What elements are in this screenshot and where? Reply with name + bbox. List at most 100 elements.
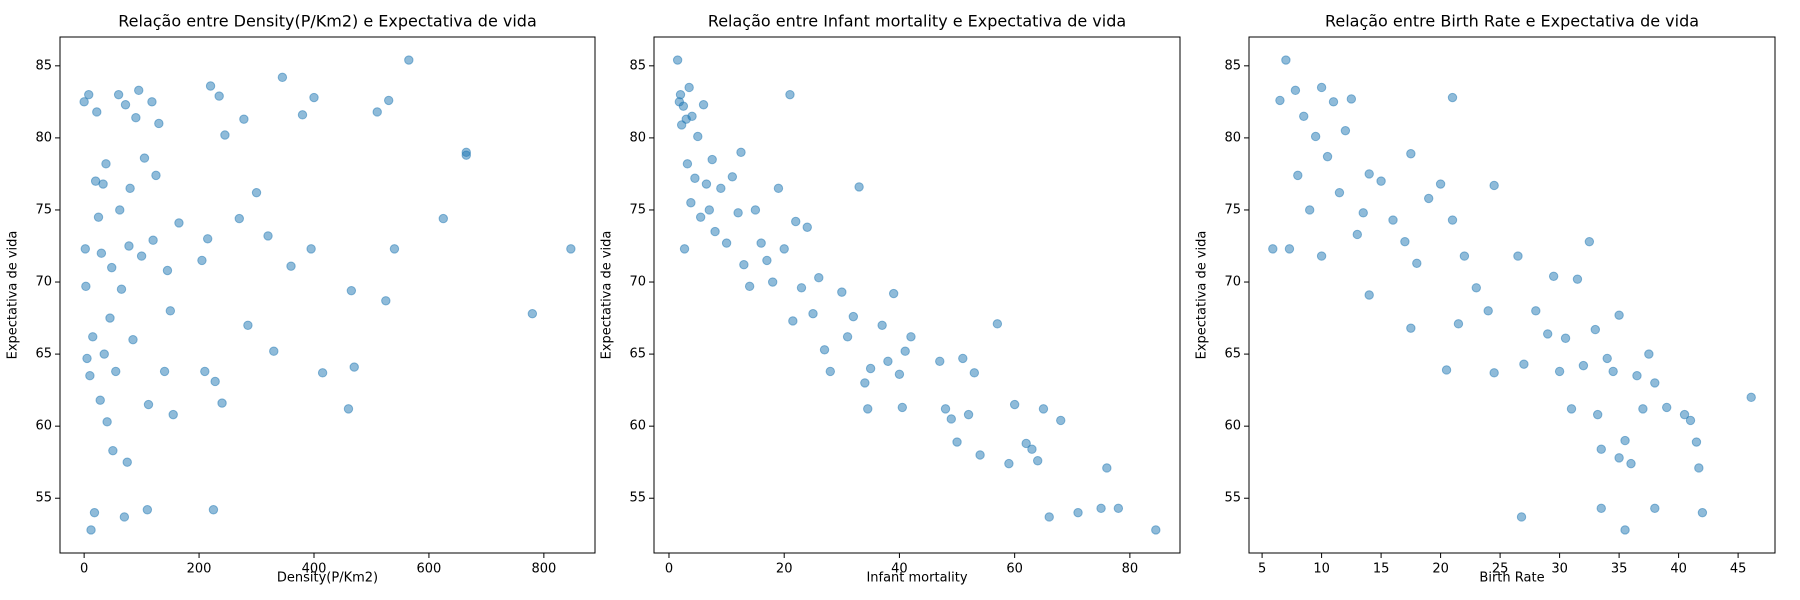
point (220, 130, 230, 140)
point (842, 332, 853, 342)
point (151, 170, 161, 181)
point (1441, 365, 1452, 375)
point (162, 265, 173, 276)
point (1406, 149, 1416, 159)
point (404, 55, 414, 65)
point (1543, 329, 1553, 339)
point (217, 398, 227, 408)
x-tick-label: 25 (1492, 562, 1509, 577)
point (306, 244, 316, 254)
point (877, 320, 887, 330)
point (1620, 435, 1630, 446)
chart-title: Relação entre Density(P/Km2) e Expectati… (118, 12, 537, 31)
point (1316, 82, 1327, 93)
point (1073, 507, 1083, 518)
point (796, 283, 807, 293)
point (791, 216, 801, 227)
point (1328, 97, 1339, 107)
point (1626, 458, 1636, 469)
point (111, 366, 121, 377)
point (1471, 283, 1481, 293)
y-tick-label: 55 (1224, 491, 1241, 506)
point (263, 231, 273, 241)
point (1697, 507, 1708, 518)
point (1021, 438, 1031, 449)
point (384, 95, 394, 106)
point (1151, 525, 1161, 535)
x-tick-label: 30 (1551, 562, 1568, 577)
point (136, 251, 147, 261)
point (81, 281, 91, 292)
point (687, 111, 697, 121)
point (940, 404, 951, 414)
point (131, 113, 141, 123)
point (119, 512, 130, 522)
point (1004, 458, 1014, 469)
point (317, 368, 328, 378)
point (1299, 111, 1309, 121)
y-tick-label: 60 (629, 419, 646, 434)
point (825, 366, 835, 377)
point (1364, 169, 1374, 179)
point (1483, 306, 1493, 316)
point (854, 182, 864, 192)
chart-title: Relação entre Birth Rate e Expectativa d… (1325, 12, 1699, 31)
point (1447, 215, 1458, 225)
point (958, 353, 968, 364)
point (202, 234, 213, 244)
point (174, 218, 184, 228)
point (566, 244, 576, 254)
point (1423, 193, 1434, 204)
x-tick-label: 20 (776, 562, 793, 577)
point (1694, 463, 1704, 473)
point (710, 226, 720, 237)
point (343, 404, 354, 414)
y-tick-label: 65 (1224, 347, 1241, 362)
point (935, 356, 945, 367)
axes-frame (653, 36, 1181, 554)
point (1453, 319, 1464, 329)
x-tick-label: 60 (1006, 562, 1023, 577)
point (1746, 392, 1756, 403)
point (1102, 463, 1112, 473)
y-tick-label: 70 (1224, 275, 1241, 290)
point (1650, 503, 1660, 514)
point (814, 273, 824, 283)
x-axis-label: Infant mortality (866, 571, 967, 586)
point (148, 235, 158, 245)
y-tick-label: 85 (1224, 58, 1241, 73)
point (863, 404, 873, 414)
point (819, 345, 830, 355)
point (286, 261, 296, 271)
axes-frame (59, 36, 596, 554)
point (679, 244, 690, 254)
point (1340, 125, 1351, 136)
point (381, 296, 391, 306)
point (779, 244, 789, 254)
point (1284, 244, 1295, 254)
point (883, 356, 893, 367)
y-axis-label: Expectativa de vida (6, 231, 21, 360)
point (1009, 399, 1020, 410)
y-tick-label: 80 (629, 130, 646, 145)
x-tick-label: 400 (302, 562, 327, 577)
point (107, 262, 117, 273)
x-tick-label: 40 (1670, 562, 1687, 577)
point (1376, 176, 1386, 186)
point (897, 402, 908, 413)
point (1113, 503, 1124, 514)
point (1310, 131, 1321, 142)
point (1293, 170, 1303, 181)
point (79, 97, 89, 107)
point (744, 281, 755, 292)
point (128, 334, 138, 345)
point (88, 332, 98, 342)
point (736, 147, 746, 158)
point (1548, 271, 1559, 281)
point (277, 72, 288, 83)
point (1096, 503, 1106, 514)
x-tick-label: 200 (187, 562, 212, 577)
point (1602, 353, 1612, 364)
point (1388, 215, 1398, 225)
point (1620, 525, 1630, 535)
